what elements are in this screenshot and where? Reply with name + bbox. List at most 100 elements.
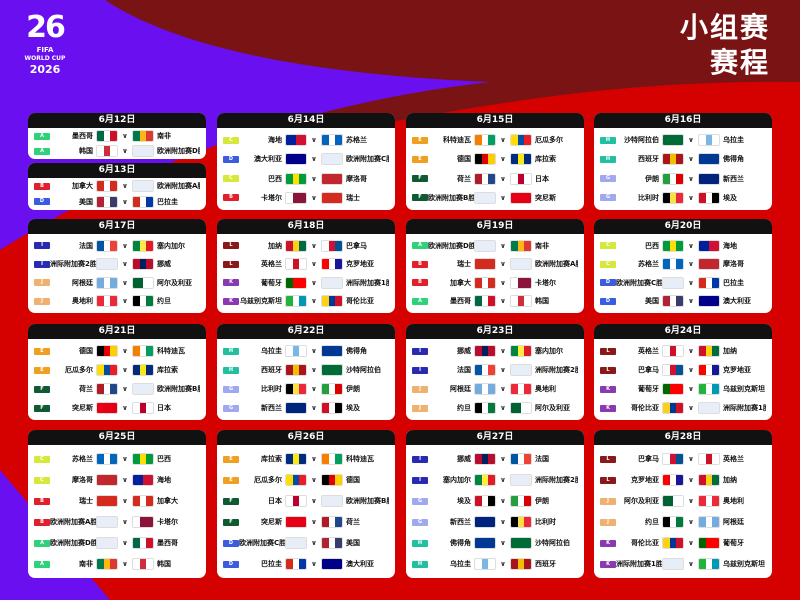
match-row[interactable]: C 海地 ∨ 苏格兰 — [217, 133, 395, 147]
match-row[interactable]: I 法国 ∨ 塞内加尔 — [28, 239, 206, 253]
group-badge: K — [600, 539, 616, 547]
match-row[interactable]: K 哥伦比亚 ∨ 葡萄牙 — [594, 536, 772, 550]
match-row[interactable]: J 约旦 ∨ 阿根廷 — [594, 515, 772, 529]
match-row[interactable]: L 克罗地亚 ∨ 加纳 — [594, 473, 772, 487]
match-row[interactable]: D 美国 ∨ 澳大利亚 — [594, 294, 772, 308]
match-row[interactable]: I 挪威 ∨ 塞内加尔 — [406, 344, 584, 358]
match-row[interactable]: J 约旦 ∨ 阿尔及利亚 — [406, 401, 584, 415]
match-row[interactable]: C 摩洛哥 ∨ 海地 — [28, 473, 206, 487]
match-row[interactable]: K 葡萄牙 ∨ 乌兹别克斯坦 — [594, 382, 772, 396]
match-row[interactable]: A 墨西哥 ∨ 南非 — [28, 129, 206, 143]
match-row[interactable]: B 加拿大 ∨ 卡塔尔 — [406, 276, 584, 290]
match-row[interactable]: I 法国 ∨ 洲际附加赛2胜者 — [406, 363, 584, 377]
flag-icon — [662, 191, 684, 204]
match-row[interactable]: C 巴西 ∨ 海地 — [594, 239, 772, 253]
match-row[interactable]: F 突尼斯 ∨ 荷兰 — [217, 515, 395, 529]
match-row[interactable]: J 阿尔及利亚 ∨ 奥地利 — [594, 494, 772, 508]
match-row[interactable]: A 墨西哥 ∨ 韩国 — [406, 294, 584, 308]
flag-icon — [662, 153, 684, 166]
match-row[interactable]: B 瑞士 ∨ 欧洲附加赛A胜者 — [406, 257, 584, 271]
match-row[interactable]: K 哥伦比亚 ∨ 洲际附加赛1胜者 — [594, 401, 772, 415]
chevron-down-icon: ∨ — [311, 455, 317, 463]
group-badge: F — [34, 385, 50, 393]
match-row[interactable]: J 阿根廷 ∨ 阿尔及利亚 — [28, 276, 206, 290]
match-row[interactable]: E 科特迪瓦 ∨ 厄瓜多尔 — [406, 133, 584, 147]
match-row[interactable]: D欧洲附加赛C胜者 ∨ 美国 — [217, 536, 395, 550]
match-row[interactable]: E 厄瓜多尔 ∨ 德国 — [217, 473, 395, 487]
match-row[interactable]: L 加纳 ∨ 巴拿马 — [217, 239, 395, 253]
match-row[interactable]: I洲际附加赛2胜者 ∨ 挪威 — [28, 257, 206, 271]
away-team: 美国 — [346, 539, 360, 547]
match-row[interactable]: F欧洲附加赛B胜者 ∨ 突尼斯 — [406, 191, 584, 205]
match-row[interactable]: K洲际附加赛1胜者 ∨ 乌兹别克斯坦 — [594, 557, 772, 571]
match-row[interactable]: B 加拿大 ∨ 欧洲附加赛A胜者 — [28, 179, 206, 193]
match-row[interactable]: K 葡萄牙 ∨ 洲际附加赛1胜者 — [217, 276, 395, 290]
match-row[interactable]: G 新西兰 ∨ 埃及 — [217, 401, 395, 415]
away-team: 瑞士 — [346, 193, 360, 202]
match-row[interactable]: A欧洲附加赛D胜者 ∨ 南非 — [406, 239, 584, 253]
chevron-down-icon: ∨ — [122, 366, 128, 374]
match-row[interactable]: G 新西兰 ∨ 比利时 — [406, 515, 584, 529]
match-row[interactable]: C 苏格兰 ∨ 摩洛哥 — [594, 257, 772, 271]
match-row[interactable]: G 埃及 ∨ 伊朗 — [406, 494, 584, 508]
match-row[interactable]: B 瑞士 ∨ 加拿大 — [28, 494, 206, 508]
match-row[interactable]: E 德国 ∨ 库拉索 — [406, 152, 584, 166]
match-row[interactable]: D 巴拉圭 ∨ 澳大利亚 — [217, 557, 395, 571]
chevron-down-icon: ∨ — [311, 174, 317, 183]
match-row[interactable]: L 巴拿马 ∨ 克罗地亚 — [594, 363, 772, 377]
away-team: 阿尔及利亚 — [535, 404, 570, 412]
home-team: 韩国 — [79, 147, 93, 155]
flag-icon — [698, 345, 720, 357]
match-row[interactable]: F 日本 ∨ 欧洲附加赛B胜者 — [217, 494, 395, 508]
match-row[interactable]: D欧洲附加赛C胜者 ∨ 巴拉圭 — [594, 276, 772, 290]
match-row[interactable]: E 库拉索 ∨ 科特迪瓦 — [217, 452, 395, 466]
flag-icon — [96, 558, 118, 570]
match-row[interactable]: D 澳大利亚 ∨ 欧洲附加赛C胜者 — [217, 152, 395, 166]
match-row[interactable]: H 乌拉圭 ∨ 佛得角 — [217, 344, 395, 358]
match-row[interactable]: H 乌拉圭 ∨ 西班牙 — [406, 557, 584, 571]
flag-icon — [698, 239, 720, 252]
match-row[interactable]: H 西班牙 ∨ 沙特阿拉伯 — [217, 363, 395, 377]
match-row[interactable]: D 美国 ∨ 巴拉圭 — [28, 195, 206, 209]
home-team: 巴拿马 — [638, 455, 659, 463]
match-row[interactable]: G 比利时 ∨ 埃及 — [594, 191, 772, 205]
match-row[interactable]: A欧洲附加赛D胜者 ∨ 墨西哥 — [28, 536, 206, 550]
match-row[interactable]: F 荷兰 ∨ 日本 — [406, 172, 584, 186]
match-row[interactable]: J 阿根廷 ∨ 奥地利 — [406, 382, 584, 396]
match-row[interactable]: B欧洲附加赛A胜者 ∨ 卡塔尔 — [28, 515, 206, 529]
match-row[interactable]: G 伊朗 ∨ 新西兰 — [594, 172, 772, 186]
group-badge: E — [34, 347, 50, 355]
match-row[interactable]: F 突尼斯 ∨ 日本 — [28, 401, 206, 415]
match-row[interactable]: H 佛得角 ∨ 沙特阿拉伯 — [406, 536, 584, 550]
match-row[interactable]: A 南非 ∨ 韩国 — [28, 557, 206, 571]
flag-icon — [321, 345, 343, 357]
match-row[interactable]: I 塞内加尔 ∨ 洲际附加赛2胜者 — [406, 473, 584, 487]
match-row[interactable]: L 巴拿马 ∨ 英格兰 — [594, 452, 772, 466]
match-row[interactable]: L 英格兰 ∨ 加纳 — [594, 344, 772, 358]
match-row[interactable]: K 乌兹别克斯坦 ∨ 哥伦比亚 — [217, 294, 395, 308]
match-row[interactable]: J 奥地利 ∨ 约旦 — [28, 294, 206, 308]
match-row[interactable]: I 挪威 ∨ 法国 — [406, 452, 584, 466]
match-row[interactable]: B 卡塔尔 ∨ 瑞士 — [217, 191, 395, 205]
chevron-down-icon: ∨ — [500, 297, 506, 306]
match-row[interactable]: F 荷兰 ∨ 欧洲附加赛B胜者 — [28, 382, 206, 396]
match-row[interactable]: H 西班牙 ∨ 佛得角 — [594, 152, 772, 166]
home-team: 葡萄牙 — [638, 385, 659, 393]
flag-icon — [96, 537, 118, 549]
flag-icon — [96, 295, 118, 308]
away-team: 南非 — [535, 241, 549, 250]
match-row[interactable]: C 巴西 ∨ 摩洛哥 — [217, 172, 395, 186]
match-row[interactable]: C 苏格兰 ∨ 巴西 — [28, 452, 206, 466]
flag-icon — [285, 153, 307, 166]
flag-icon — [132, 495, 154, 507]
match-row[interactable]: A 韩国 ∨ 欧洲附加赛D胜者 — [28, 144, 206, 158]
group-badge: C — [600, 242, 616, 250]
flag-icon — [474, 172, 496, 185]
match-row[interactable]: H 沙特阿拉伯 ∨ 乌拉圭 — [594, 133, 772, 147]
match-row[interactable]: E 德国 ∨ 科特迪瓦 — [28, 344, 206, 358]
match-row[interactable]: G 比利时 ∨ 伊朗 — [217, 382, 395, 396]
home-team: 新西兰 — [261, 404, 282, 412]
match-row[interactable]: L 英格兰 ∨ 克罗地亚 — [217, 257, 395, 271]
away-team: 新西兰 — [723, 174, 744, 183]
match-row[interactable]: E 厄瓜多尔 ∨ 库拉索 — [28, 363, 206, 377]
